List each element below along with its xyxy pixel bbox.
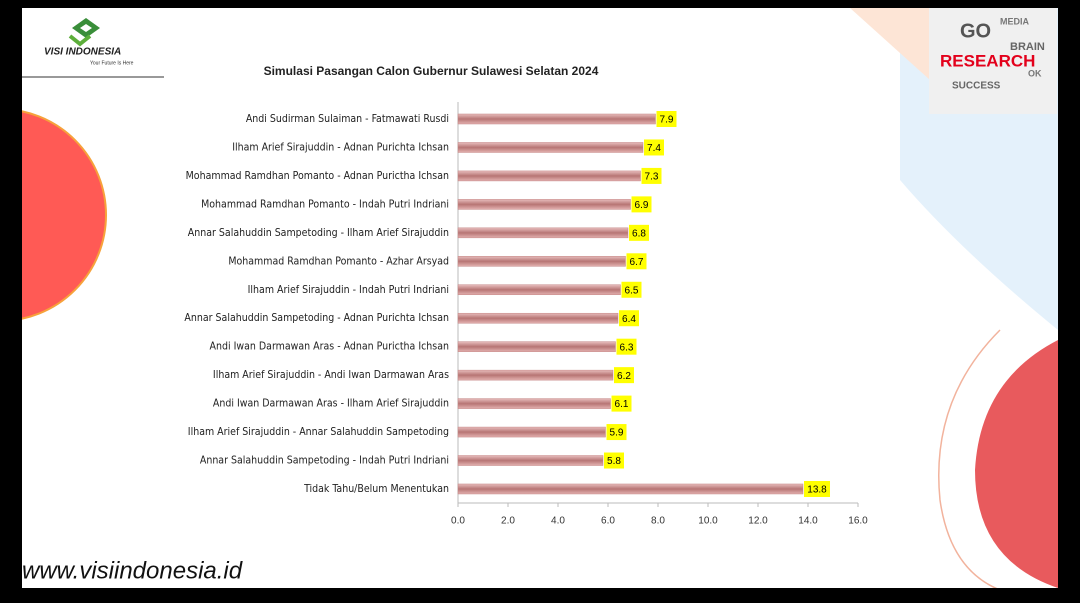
x-tick-label: 12.0 [748, 516, 768, 527]
deco-arc [938, 329, 1001, 588]
value-label: 5.9 [610, 428, 624, 439]
value-label-bg [621, 281, 642, 298]
value-label-bg [604, 452, 624, 469]
research-word: GO [960, 20, 991, 42]
bar [457, 312, 619, 324]
value-label: 6.4 [622, 314, 636, 325]
value-label-bg [629, 224, 649, 241]
website: www.visiindonesia.id [22, 557, 243, 584]
value-label-bg [656, 111, 677, 127]
value-label-bg [606, 424, 627, 441]
research-word: BRAIN [1010, 41, 1045, 53]
bar [457, 369, 614, 381]
bar [457, 113, 656, 125]
bar [457, 398, 611, 409]
category-label: Andi Sudirman Sulaiman - Fatmawati Rusdi [246, 113, 449, 125]
bar [457, 284, 621, 296]
bar [457, 483, 804, 495]
research-word: SUCCESS [952, 81, 1001, 92]
value-label: 6.3 [620, 342, 634, 353]
chart: 0.0 2.0 4.0 6.0 8.0 10.0 12.0 14.0 16.0 Andi Sudi… [184, 102, 868, 527]
bar [457, 455, 604, 466]
value-label: 6.8 [632, 228, 646, 239]
category-label: Ilham Arief Sirajuddin - Adnan Purichta … [232, 141, 449, 153]
deco-circle-left [22, 110, 107, 320]
bar [457, 170, 641, 182]
value-label: 6.1 [615, 399, 629, 410]
x-tick-label: 6.0 [601, 516, 615, 527]
bar [457, 227, 629, 239]
value-label: 6.7 [630, 257, 644, 268]
category-label: Tidak Tahu/Belum Menentukan [303, 483, 449, 495]
value-label-bg [626, 253, 647, 270]
category-label: Ilham Arief Sirajuddin - Andi Iwan Darma… [213, 369, 449, 381]
value-label: 6.2 [617, 371, 631, 382]
category-label: Mohammad Ramdhan Pomanto - Adnan Puricth… [186, 170, 449, 182]
logo-bg [22, 8, 164, 78]
bar [457, 426, 606, 438]
research-word: OK [1028, 68, 1042, 78]
research-bg [929, 8, 1057, 114]
category-label: Mohammad Ramdhan Pomanto - Azhar Arsyad [228, 255, 449, 267]
x-tick-label: 8.0 [651, 516, 665, 527]
value-label-bg [619, 310, 639, 327]
logo-icon [72, 18, 100, 38]
value-label: 6.5 [625, 285, 639, 296]
value-label-bg [644, 139, 664, 156]
bar [457, 199, 631, 210]
logo-icon-2 [68, 34, 92, 47]
category-label: Annar Salahuddin Sampetoding - Adnan Pur… [184, 312, 449, 324]
x-tick-label: 16.0 [848, 516, 868, 527]
category-label: Annar Salahuddin Sampetoding - Indah Put… [200, 455, 449, 467]
value-label-bg [641, 167, 662, 184]
value-label-bg [804, 480, 830, 497]
bar [457, 341, 616, 352]
deco-circle-right [975, 340, 1058, 588]
research-word: MEDIA [1000, 16, 1030, 26]
research-image: GO BRAIN RESEARCH SUCCESS MEDIA OK [929, 8, 1057, 114]
category-label: Ilham Arief Sirajuddin - Annar Salahuddi… [188, 426, 449, 438]
category-label: Ilham Arief Sirajuddin - Indah Putri Ind… [248, 284, 449, 296]
value-label: 5.8 [607, 456, 621, 467]
x-tick-label: 10.0 [698, 516, 718, 527]
category-label: Andi Iwan Darmawan Aras - Ilham Arief Si… [213, 398, 449, 410]
category-label: Mohammad Ramdhan Pomanto - Indah Putri I… [201, 198, 449, 210]
category-label: Annar Salahuddin Sampetoding - Ilham Ari… [188, 227, 449, 239]
logo-text: VISI INDONESIA [44, 47, 121, 58]
value-label-bg [611, 395, 632, 412]
value-label: 13.8 [807, 485, 827, 496]
bar [457, 256, 626, 267]
x-tick-label: 2.0 [501, 516, 515, 527]
logo-tagline: Your Future Is Here [90, 60, 134, 66]
chart-title: Simulasi Pasangan Calon Gubernur Sulawes… [264, 64, 599, 78]
x-tick-label: 14.0 [798, 516, 818, 527]
value-label-bg [631, 196, 652, 213]
logo: VISI INDONESIA Your Future Is Here [22, 8, 164, 78]
value-label-bg [616, 338, 637, 355]
category-label: Andi Iwan Darmawan Aras - Adnan Purictha… [210, 341, 449, 353]
research-word: RESEARCH [940, 51, 1035, 70]
x-tick-label: 4.0 [551, 516, 565, 527]
value-label: 7.4 [647, 143, 661, 154]
value-label: 7.3 [645, 172, 659, 183]
value-label: 6.9 [635, 200, 649, 211]
value-label-bg [614, 367, 634, 384]
value-label: 7.9 [660, 115, 674, 126]
bar [457, 142, 644, 153]
x-tick-label: 0.0 [451, 516, 465, 527]
